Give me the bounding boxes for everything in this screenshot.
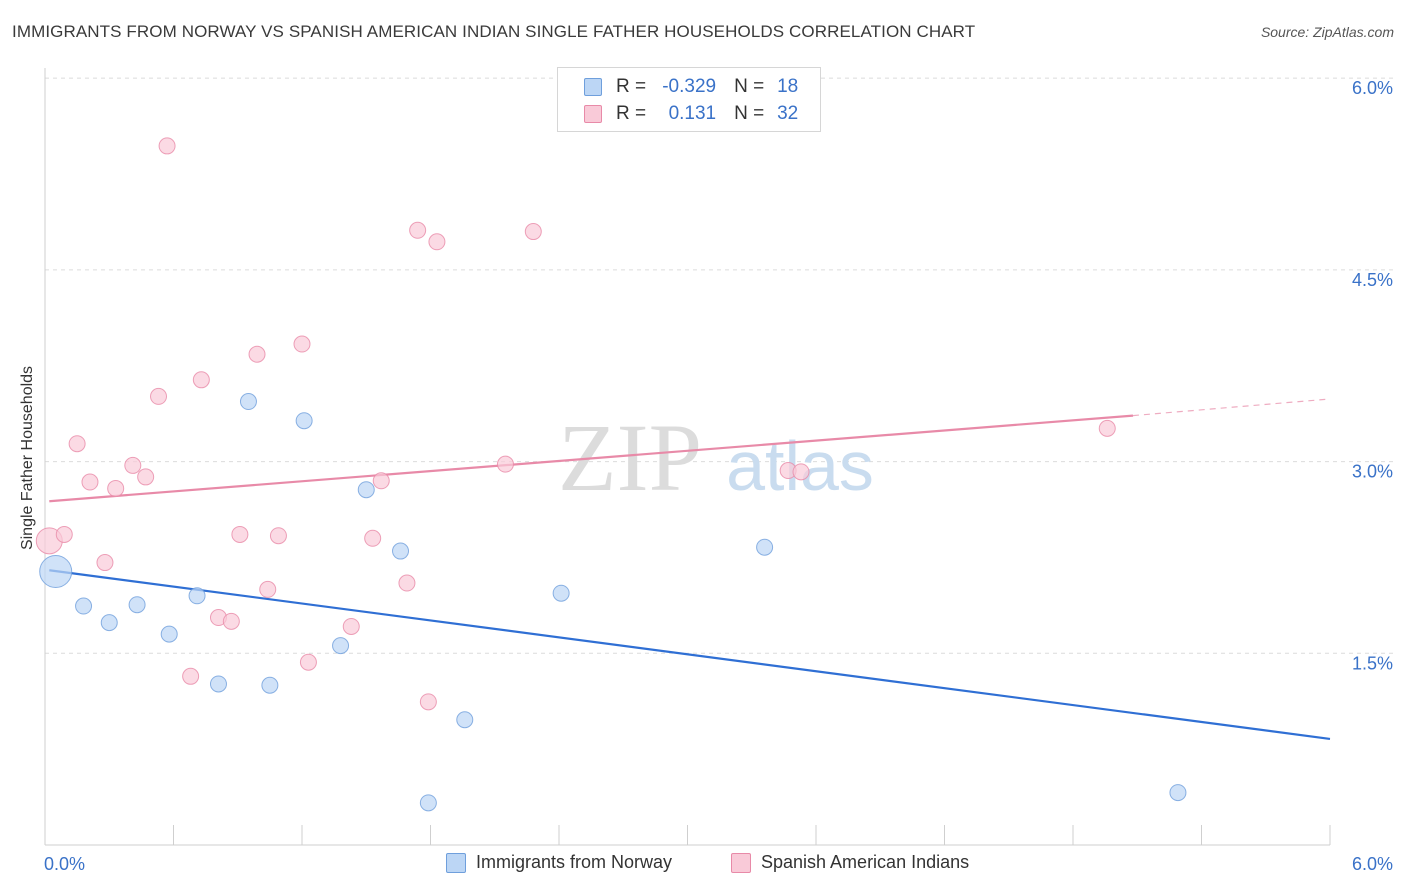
correlation-legend: R = -0.329 N = 18 R = 0.131 N = 32: [557, 67, 821, 132]
point-spanish: [342, 617, 360, 635]
point-spanish: [299, 653, 317, 671]
data-points: [35, 137, 1187, 812]
legend-r-value: -0.329: [662, 76, 717, 97]
y-tick-label: 4.5%: [1352, 270, 1393, 290]
point-spanish: [409, 221, 427, 239]
series-label-spanish: Spanish American Indians: [761, 852, 970, 872]
axes: [44, 68, 1331, 846]
legend-n-value: 18: [777, 76, 799, 97]
tick-labels: 1.5% 3.0% 4.5% 6.0% 0.0% 6.0%: [44, 78, 1393, 874]
point-spanish: [398, 574, 416, 592]
point-spanish: [259, 580, 277, 598]
point-norway: [75, 597, 93, 615]
point-spanish: [428, 233, 446, 251]
point-spanish: [222, 612, 240, 630]
point-spanish: [1098, 419, 1116, 437]
point-spanish: [68, 435, 86, 453]
point-spanish: [419, 693, 437, 711]
point-norway: [295, 412, 313, 430]
point-norway: [419, 794, 437, 812]
point-spanish: [792, 463, 810, 481]
y-tick-label: 1.5%: [1352, 653, 1393, 673]
legend-swatch-norway: [584, 78, 602, 96]
series-swatch-norway: [446, 852, 466, 873]
point-spanish: [150, 387, 168, 405]
point-spanish: [192, 371, 210, 389]
point-norway: [100, 614, 118, 632]
point-spanish: [137, 468, 155, 486]
legend-row-norway: R = -0.329 N = 18: [558, 74, 798, 100]
legend-n-label: N =: [734, 103, 765, 124]
series-legend: Immigrants from Norway Spanish American …: [0, 852, 1406, 878]
point-norway: [332, 637, 350, 655]
series-label-norway: Immigrants from Norway: [476, 852, 673, 872]
point-norway: [188, 587, 206, 605]
x-tick-label: 0.0%: [44, 854, 85, 874]
y-tick-label: 6.0%: [1352, 78, 1393, 98]
point-spanish: [158, 137, 176, 155]
point-spanish: [124, 456, 142, 474]
trend-lines: [49, 398, 1331, 741]
point-norway: [128, 596, 146, 614]
point-spanish: [496, 455, 514, 473]
y-tick-label: 3.0%: [1352, 462, 1393, 482]
series-legend-norway: Immigrants from Norway: [446, 852, 672, 873]
point-norway: [39, 555, 73, 589]
point-spanish: [81, 473, 99, 491]
legend-row-spanish: R = 0.131 N = 32: [558, 101, 798, 127]
point-spanish: [364, 529, 382, 547]
point-spanish: [269, 527, 287, 545]
point-norway: [239, 393, 257, 411]
point-spanish: [524, 223, 542, 241]
point-norway: [209, 675, 227, 693]
gridlines: [45, 77, 1395, 654]
legend-r-value: 0.131: [668, 103, 717, 124]
point-norway: [160, 625, 178, 643]
x-tick-label: 6.0%: [1352, 854, 1393, 874]
y-axis-label: Single Father Households: [19, 365, 36, 551]
point-spanish: [107, 479, 125, 497]
watermark-zip: ZIP: [558, 404, 702, 511]
point-norway: [456, 711, 474, 729]
point-norway: [552, 584, 570, 602]
trend-line-norway: [49, 569, 1331, 741]
point-norway: [357, 481, 375, 499]
legend-r-label: R =: [616, 76, 647, 97]
point-spanish: [231, 525, 249, 543]
point-norway: [261, 676, 279, 694]
point-spanish: [293, 335, 311, 353]
trend-line-spanish-extension: [1132, 398, 1331, 417]
point-spanish: [55, 525, 73, 543]
series-swatch-spanish: [731, 852, 751, 873]
point-norway: [756, 538, 774, 556]
legend-swatch-spanish: [584, 105, 602, 123]
trend-line-spanish: [49, 414, 1134, 503]
point-norway: [392, 542, 410, 560]
point-norway: [1169, 784, 1187, 802]
series-legend-spanish: Spanish American Indians: [731, 852, 969, 873]
legend-n-label: N =: [734, 76, 765, 97]
source-credit: Source: ZipAtlas.com: [1260, 24, 1394, 40]
legend-r-label: R =: [616, 103, 647, 124]
point-spanish: [372, 472, 390, 490]
point-spanish: [96, 554, 114, 572]
legend-n-value: 32: [777, 103, 799, 124]
chart-title: IMMIGRANTS FROM NORWAY VS SPANISH AMERIC…: [12, 22, 976, 41]
point-spanish: [182, 667, 200, 685]
point-spanish: [248, 345, 266, 363]
